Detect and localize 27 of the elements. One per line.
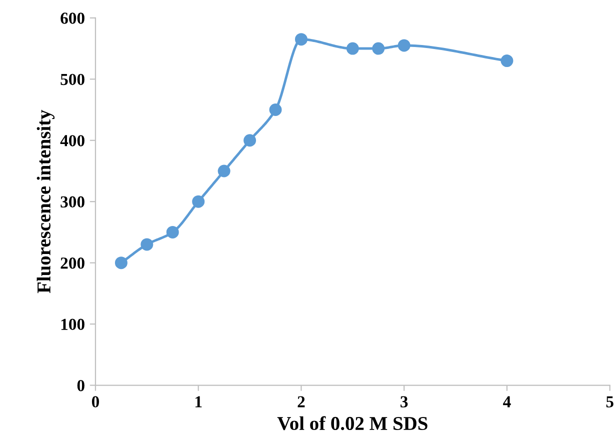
y-tick-label: 100 xyxy=(61,318,84,330)
point xyxy=(114,256,128,270)
x-tick-label: 4 xyxy=(503,396,511,408)
x-tick-label: 2 xyxy=(298,396,305,408)
y-tick-label: 300 xyxy=(60,196,84,208)
point xyxy=(398,39,410,52)
x-tick-label: 5 xyxy=(606,396,614,408)
x-axis-title: Vol of 0.02 M SDS xyxy=(277,416,428,430)
point xyxy=(166,226,179,238)
x-tick-label: 1 xyxy=(196,396,202,408)
point xyxy=(244,134,256,147)
point xyxy=(269,104,282,116)
y-tick-label: 400 xyxy=(60,135,84,146)
point xyxy=(218,164,230,178)
point xyxy=(500,54,514,68)
x-tick-label: 0 xyxy=(92,396,100,408)
point xyxy=(192,195,205,208)
y-tick-label: 200 xyxy=(60,258,84,269)
point xyxy=(140,238,154,251)
y-axis-title: Fluorescence intensity xyxy=(36,110,55,294)
y-tick-label: 600 xyxy=(60,12,84,24)
x-tick-label: 3 xyxy=(400,396,408,408)
y-tick-label: 500 xyxy=(60,74,84,86)
point xyxy=(372,42,385,55)
point xyxy=(346,42,359,55)
y-tick-label: 0 xyxy=(77,380,84,392)
point xyxy=(294,33,308,46)
